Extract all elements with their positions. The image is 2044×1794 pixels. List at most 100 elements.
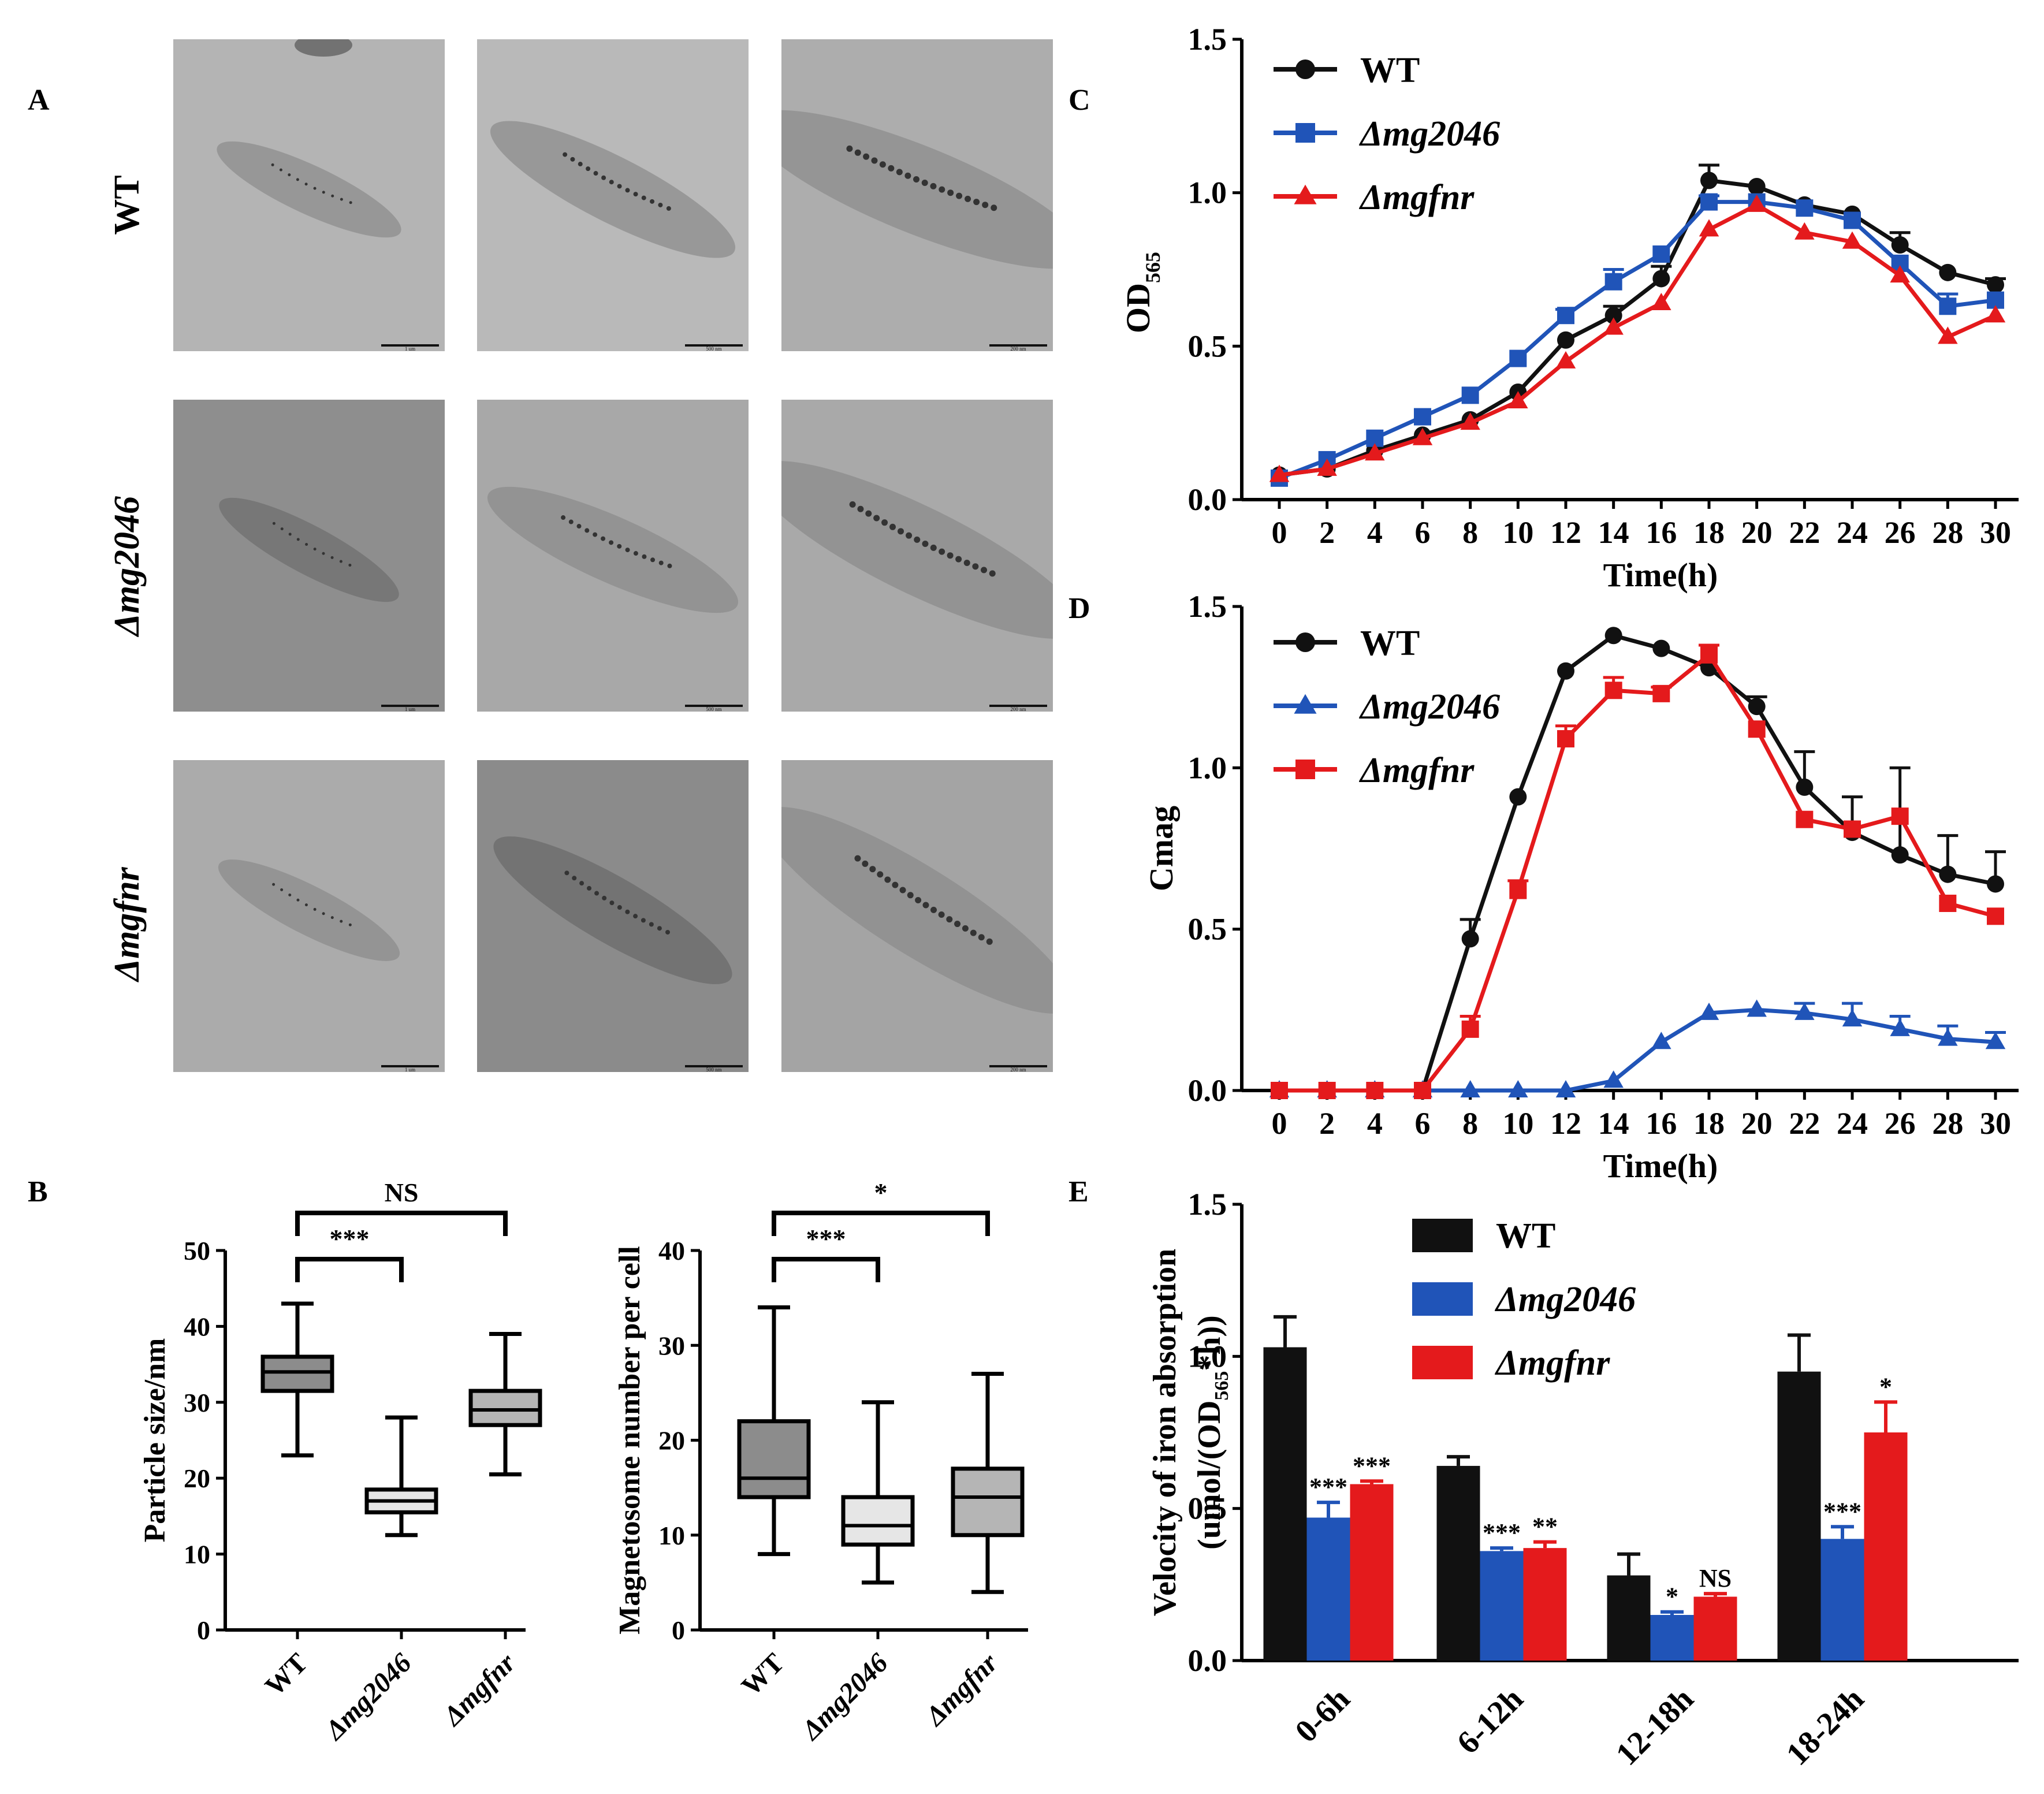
y-tick-label: 0.0	[1188, 482, 1227, 517]
magnetosome-particle	[313, 907, 317, 911]
magnetosome-particle	[666, 206, 671, 211]
magnetosome-particle	[579, 881, 584, 886]
x-tick-label: 12	[1550, 1106, 1581, 1141]
scale-bar-label: 200 nm	[1010, 706, 1026, 712]
data-point	[1652, 245, 1670, 263]
bar-mg2046-12-18h	[1650, 1615, 1694, 1661]
data-point	[1985, 305, 2006, 323]
x-tick-label-mgfnr: Δmgfnr	[437, 1647, 522, 1732]
y-tick-label: 10	[658, 1521, 685, 1550]
magnetosome-particle	[888, 165, 895, 172]
x-tick-label-wt: WT	[736, 1647, 790, 1702]
magnetosome-particle	[272, 883, 275, 886]
magnetosome-particle	[576, 524, 582, 529]
bar-wt-18-24h	[1777, 1371, 1821, 1661]
legend-label-mgfnr: Δmgfnr	[1494, 1343, 1610, 1383]
magnetosome-particle	[930, 183, 937, 189]
significance-label: NS	[1699, 1564, 1732, 1592]
series-line	[1279, 652, 1996, 1093]
magnetosome-particle	[906, 532, 913, 539]
series-line	[1279, 202, 1997, 477]
data-point	[1700, 646, 1718, 664]
magnetosome-particle	[594, 891, 600, 896]
magnetosome-particle	[939, 548, 945, 555]
magnetosome-particle	[633, 551, 638, 556]
x-axis-title: Time(h)	[1603, 1147, 1718, 1185]
data-point	[1794, 1002, 1815, 1020]
magnetosome-particle	[617, 905, 622, 910]
magnetosome-particle	[593, 171, 598, 176]
x-tick-label: 2	[1319, 515, 1335, 550]
magnetosome-particle	[922, 902, 929, 909]
magnetosome-particle	[973, 199, 980, 206]
data-point	[1939, 894, 1957, 912]
x-tick-label: 24	[1837, 515, 1868, 550]
x-tick-label: 20	[1741, 515, 1773, 550]
magnetosome-particle	[863, 153, 870, 160]
legend-swatch	[1412, 1282, 1473, 1316]
box-mgfnr	[951, 1467, 1025, 1538]
y-tick-label: 0.0	[1188, 1073, 1227, 1108]
significance-label: ***	[1353, 1451, 1391, 1480]
tem-image-r2c1: 1 um	[173, 400, 445, 712]
data-point	[1700, 172, 1718, 189]
x-tick-label-0-6h: 0-6h	[1289, 1681, 1357, 1750]
y-axis-title-main: OD	[1119, 283, 1157, 333]
bacterium-cell	[781, 807, 1053, 1014]
magnetosome-particle	[587, 885, 592, 891]
bar-mgfnr-6-12h	[1523, 1548, 1567, 1661]
tem-image-r1c3: 200 nm	[781, 39, 1053, 351]
series-mgfnr	[1271, 643, 2004, 1099]
magnetosome-particle	[340, 198, 343, 201]
bacterium-cell	[487, 486, 739, 613]
y-tick-label: 20	[184, 1464, 210, 1493]
magnetosome-particle	[288, 533, 292, 536]
bar-mg2046-0-6h	[1306, 1517, 1350, 1661]
magnetosome-particle	[280, 527, 284, 531]
data-point	[1557, 662, 1574, 680]
magnetosome-particle	[889, 523, 896, 530]
magnetosome-particle	[846, 145, 853, 152]
magnetosome-particle	[617, 184, 622, 189]
bacterium-cell	[493, 836, 732, 984]
magnetosome-particle	[877, 871, 884, 878]
legend-marker	[1295, 123, 1315, 143]
data-point	[1891, 807, 1909, 825]
data-point	[1604, 273, 1622, 291]
x-tick-label: 10	[1502, 515, 1533, 550]
significance-bracket	[772, 1257, 880, 1282]
x-tick-label: 2	[1319, 1106, 1335, 1141]
magnetosome-particle	[871, 157, 878, 164]
data-point	[1555, 351, 1576, 369]
bar-wt-0-6h	[1263, 1347, 1307, 1661]
y-tick-label: 40	[184, 1312, 210, 1341]
magnetosome-particle	[954, 921, 961, 928]
magnetosome-particle	[304, 183, 308, 186]
magnetosome-particle	[898, 528, 904, 535]
scale-bar-label: 200 nm	[1010, 1067, 1026, 1073]
legend-swatch	[1412, 1219, 1473, 1252]
bacterium-cell	[219, 497, 399, 602]
significance-label: *	[1879, 1372, 1892, 1401]
x-tick-label: 26	[1885, 1106, 1916, 1141]
bar-wt-12-18h	[1607, 1575, 1651, 1661]
magnetosome-particle	[340, 920, 343, 923]
data-point	[1890, 265, 1910, 283]
y-axis-title: OD565	[1119, 252, 1164, 333]
magnetosome-particle	[602, 895, 607, 900]
x-tick-label: 14	[1598, 1106, 1629, 1141]
data-point	[1987, 276, 2004, 294]
legend-label-wt: WT	[1496, 1216, 1555, 1256]
magnetosome-particle	[981, 567, 988, 574]
box-mg2046	[841, 1495, 915, 1547]
legend-marker	[1295, 59, 1315, 79]
bacterium-cell	[218, 859, 400, 961]
magnetosome-particle	[854, 855, 861, 862]
y-axis-title: Cmag	[1142, 806, 1180, 891]
data-point	[1414, 408, 1431, 426]
y-tick-label: 0.5	[1188, 1491, 1227, 1526]
tem-image-r3c3: 200 nm	[781, 760, 1053, 1073]
x-tick-label: 20	[1741, 1106, 1773, 1141]
magnetosome-particle	[962, 925, 969, 932]
magnetosome-particle	[650, 199, 655, 204]
